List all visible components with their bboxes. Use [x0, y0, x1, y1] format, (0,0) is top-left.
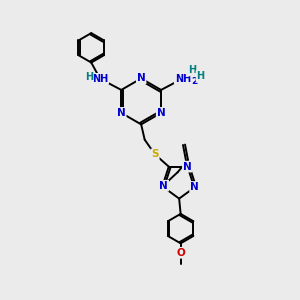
Text: H: H — [188, 65, 196, 76]
Text: N: N — [159, 181, 168, 191]
Text: H: H — [85, 72, 93, 82]
Text: N: N — [183, 162, 192, 172]
Text: H: H — [196, 71, 205, 81]
Text: N: N — [157, 108, 165, 118]
Text: NH: NH — [175, 74, 191, 84]
Text: 2: 2 — [191, 76, 198, 85]
Text: S: S — [151, 149, 159, 159]
Text: N: N — [190, 182, 199, 192]
Text: N: N — [117, 108, 126, 118]
Text: NH: NH — [92, 74, 108, 84]
Text: N: N — [137, 74, 146, 83]
Text: O: O — [176, 248, 185, 258]
